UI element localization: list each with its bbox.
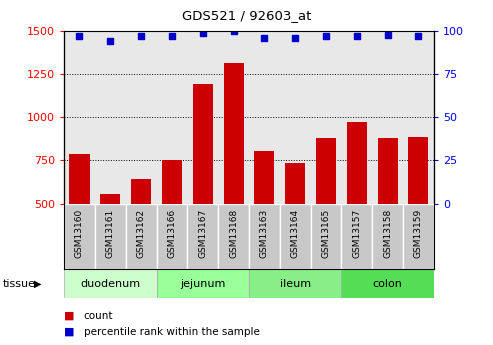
Point bbox=[384, 32, 391, 37]
Text: jejunum: jejunum bbox=[180, 279, 225, 289]
Bar bbox=[254, 151, 275, 204]
Bar bbox=[157, 204, 187, 269]
Text: duodenum: duodenum bbox=[80, 279, 141, 289]
Bar bbox=[100, 194, 120, 204]
Bar bbox=[187, 204, 218, 269]
Text: count: count bbox=[84, 311, 113, 321]
Bar bbox=[280, 204, 311, 269]
Bar bbox=[70, 154, 90, 204]
Bar bbox=[218, 204, 249, 269]
Point bbox=[322, 33, 330, 39]
Point bbox=[291, 35, 299, 41]
Text: ▶: ▶ bbox=[34, 279, 42, 289]
Bar bbox=[372, 204, 403, 269]
Bar bbox=[341, 204, 372, 269]
Text: GSM13159: GSM13159 bbox=[414, 209, 423, 258]
Point bbox=[260, 35, 268, 41]
Bar bbox=[126, 204, 157, 269]
Point bbox=[137, 33, 145, 39]
Text: GSM13161: GSM13161 bbox=[106, 209, 115, 258]
Point bbox=[353, 33, 361, 39]
Bar bbox=[403, 204, 434, 269]
Point bbox=[75, 33, 83, 39]
Bar bbox=[311, 204, 341, 269]
Bar bbox=[249, 269, 341, 298]
Point bbox=[168, 33, 176, 39]
Text: GSM13166: GSM13166 bbox=[168, 209, 176, 258]
Text: colon: colon bbox=[373, 279, 403, 289]
Text: ■: ■ bbox=[64, 311, 74, 321]
Text: GSM13158: GSM13158 bbox=[383, 209, 392, 258]
Bar bbox=[341, 269, 434, 298]
Bar bbox=[157, 269, 249, 298]
Bar bbox=[223, 63, 244, 204]
Bar bbox=[131, 179, 151, 204]
Bar bbox=[378, 138, 398, 204]
Text: GDS521 / 92603_at: GDS521 / 92603_at bbox=[182, 9, 311, 22]
Point bbox=[415, 33, 423, 39]
Point bbox=[106, 39, 114, 44]
Bar bbox=[408, 137, 428, 204]
Text: GSM13164: GSM13164 bbox=[291, 209, 300, 258]
Text: ileum: ileum bbox=[280, 279, 311, 289]
Point bbox=[230, 28, 238, 34]
Text: tissue: tissue bbox=[2, 279, 35, 289]
Text: GSM13157: GSM13157 bbox=[352, 209, 361, 258]
Bar bbox=[193, 84, 213, 204]
Bar bbox=[95, 204, 126, 269]
Text: GSM13163: GSM13163 bbox=[260, 209, 269, 258]
Text: GSM13168: GSM13168 bbox=[229, 209, 238, 258]
Text: GSM13165: GSM13165 bbox=[321, 209, 330, 258]
Bar bbox=[64, 269, 157, 298]
Text: percentile rank within the sample: percentile rank within the sample bbox=[84, 327, 260, 337]
Text: GSM13167: GSM13167 bbox=[198, 209, 207, 258]
Bar bbox=[347, 122, 367, 204]
Text: GSM13160: GSM13160 bbox=[75, 209, 84, 258]
Text: GSM13162: GSM13162 bbox=[137, 209, 145, 258]
Text: ■: ■ bbox=[64, 327, 74, 337]
Bar bbox=[64, 204, 95, 269]
Bar bbox=[249, 204, 280, 269]
Bar bbox=[162, 160, 182, 204]
Bar bbox=[285, 163, 305, 204]
Bar bbox=[316, 138, 336, 204]
Point bbox=[199, 30, 207, 36]
